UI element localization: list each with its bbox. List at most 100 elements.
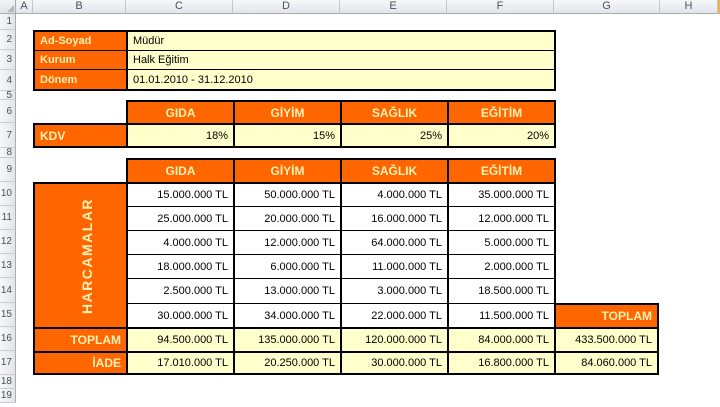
row-header-6[interactable]: 6 bbox=[0, 100, 16, 123]
kdv-category-header-SAĞLIK[interactable]: SAĞLIK bbox=[342, 102, 449, 123]
cell-toplam-SAĞLIK[interactable]: 120.000.000 TL bbox=[342, 329, 449, 351]
kdv-category-header-row: GIDA GİYİM SAĞLIK EĞİTİM bbox=[126, 100, 556, 123]
info-row: Dönem 01.01.2010 - 31.12.2010 bbox=[35, 70, 554, 89]
info-table: Ad-Soyad Müdür Kurum Halk Eğitim Dönem 0… bbox=[33, 30, 556, 91]
cell-expense-SAĞLIK-r4[interactable]: 11.000.000 TL bbox=[342, 255, 449, 278]
expense-row-1: 15.000.000 TL 50.000.000 TL 4.000.000 TL 35… bbox=[128, 184, 554, 207]
cell-toplam-GIDA[interactable]: 94.500.000 TL bbox=[128, 329, 235, 351]
row-header-17[interactable]: 17 bbox=[0, 351, 16, 375]
cell-expense-GIDA-r2[interactable]: 25.000.000 TL bbox=[128, 207, 235, 230]
grand-total-table: 433.500.000 TL 84.060.000 TL bbox=[554, 327, 659, 375]
info-row: Ad-Soyad Müdür bbox=[35, 32, 554, 51]
cell-kdv-rate-GİYİM[interactable]: 15% bbox=[235, 125, 342, 146]
cell-expense-GIDA-r5[interactable]: 2.500.000 TL bbox=[128, 279, 235, 303]
kdv-category-header-EĞİTİM[interactable]: EĞİTİM bbox=[449, 102, 554, 123]
row-header-16[interactable]: 16 bbox=[0, 327, 16, 351]
kdv-rate-row: KDV 18% 15% 25% 20% bbox=[33, 123, 556, 148]
cell-expense-EĞİTİM-r4[interactable]: 2.000.000 TL bbox=[449, 255, 554, 278]
expense-row-3: 4.000.000 TL 12.000.000 TL 64.000.000 TL 5.… bbox=[128, 231, 554, 255]
column-header-G[interactable]: G bbox=[554, 0, 660, 14]
row-header-10[interactable]: 10 bbox=[0, 182, 16, 206]
cell-harcamalar-merged[interactable]: HARCAMALAR bbox=[35, 184, 126, 329]
cell-toplam-label[interactable]: TOPLAM bbox=[35, 329, 126, 353]
expense-row-6: 30.000.000 TL 34.000.000 TL 22.000.000 TL 1… bbox=[128, 304, 554, 329]
row-header-1[interactable]: 1 bbox=[0, 14, 16, 30]
cell-grand-total-iade[interactable]: 84.060.000 TL bbox=[556, 353, 657, 373]
select-all-triangle-icon bbox=[7, 5, 14, 12]
cell-ad-soyad-label[interactable]: Ad-Soyad bbox=[35, 32, 128, 50]
select-all-corner[interactable] bbox=[0, 0, 16, 14]
kdv-category-header-GİYİM[interactable]: GİYİM bbox=[235, 102, 342, 123]
expense-row-2: 25.000.000 TL 20.000.000 TL 16.000.000 TL 1… bbox=[128, 207, 554, 231]
expense-table: HARCAMALAR TOPLAM İADE 15.000.000 TL 50.0… bbox=[33, 182, 556, 375]
cell-toplam-EĞİTİM[interactable]: 84.000.000 TL bbox=[449, 329, 554, 351]
cell-toplam-GİYİM[interactable]: 135.000.000 TL bbox=[235, 329, 342, 351]
cell-expense-SAĞLIK-r5[interactable]: 3.000.000 TL bbox=[342, 279, 449, 303]
cell-expense-GİYİM-r2[interactable]: 20.000.000 TL bbox=[235, 207, 342, 230]
cell-expense-EĞİTİM-r2[interactable]: 12.000.000 TL bbox=[449, 207, 554, 230]
column-header-B[interactable]: B bbox=[33, 0, 126, 14]
row-header-11[interactable]: 11 bbox=[0, 206, 16, 230]
cell-expense-GIDA-r6[interactable]: 30.000.000 TL bbox=[128, 304, 235, 327]
cell-kdv-label[interactable]: KDV bbox=[35, 125, 128, 146]
expense-label-column: HARCAMALAR TOPLAM İADE bbox=[35, 184, 128, 373]
cell-expense-GIDA-r3[interactable]: 4.000.000 TL bbox=[128, 231, 235, 254]
cell-expense-GİYİM-r4[interactable]: 6.000.000 TL bbox=[235, 255, 342, 278]
column-header-F[interactable]: F bbox=[447, 0, 554, 14]
cell-ad-soyad-value[interactable]: Müdür bbox=[128, 32, 554, 50]
expense-category-header-GİYİM[interactable]: GİYİM bbox=[235, 160, 342, 182]
cell-iade-EĞİTİM[interactable]: 16.800.000 TL bbox=[449, 353, 554, 373]
cell-grand-total-toplam[interactable]: 433.500.000 TL bbox=[556, 329, 657, 353]
cell-expense-EĞİTİM-r6[interactable]: 11.500.000 TL bbox=[449, 304, 554, 327]
row-header-19[interactable]: 19 bbox=[0, 389, 16, 403]
row-header-18[interactable]: 18 bbox=[0, 375, 16, 389]
row-header-8[interactable]: 8 bbox=[0, 148, 16, 158]
cell-iade-GIDA[interactable]: 17.010.000 TL bbox=[128, 353, 235, 373]
column-header-H[interactable]: H bbox=[660, 0, 718, 14]
row-header-2[interactable]: 2 bbox=[0, 30, 16, 50]
cell-iade-label[interactable]: İADE bbox=[35, 353, 126, 373]
cell-donem-value[interactable]: 01.01.2010 - 31.12.2010 bbox=[128, 70, 554, 89]
row-header-13[interactable]: 13 bbox=[0, 254, 16, 278]
cell-grand-total-header[interactable]: TOPLAM bbox=[554, 303, 659, 327]
row-header-5[interactable]: 5 bbox=[0, 91, 16, 100]
row-header-4[interactable]: 4 bbox=[0, 70, 16, 91]
cell-expense-GİYİM-r3[interactable]: 12.000.000 TL bbox=[235, 231, 342, 254]
cell-expense-SAĞLIK-r6[interactable]: 22.000.000 TL bbox=[342, 304, 449, 327]
cell-donem-label[interactable]: Dönem bbox=[35, 70, 128, 89]
expense-category-header-GIDA[interactable]: GIDA bbox=[128, 160, 235, 182]
column-header-A[interactable]: A bbox=[16, 0, 33, 14]
cell-expense-SAĞLIK-r3[interactable]: 64.000.000 TL bbox=[342, 231, 449, 254]
cell-expense-GIDA-r1[interactable]: 15.000.000 TL bbox=[128, 184, 235, 206]
row-header-3[interactable]: 3 bbox=[0, 50, 16, 70]
column-header-C[interactable]: C bbox=[126, 0, 233, 14]
cell-iade-GİYİM[interactable]: 20.250.000 TL bbox=[235, 353, 342, 373]
row-header-12[interactable]: 12 bbox=[0, 230, 16, 254]
cell-expense-EĞİTİM-r1[interactable]: 35.000.000 TL bbox=[449, 184, 554, 206]
cell-expense-GIDA-r4[interactable]: 18.000.000 TL bbox=[128, 255, 235, 278]
cell-expense-EĞİTİM-r5[interactable]: 18.500.000 TL bbox=[449, 279, 554, 303]
iade-row: 17.010.000 TL 20.250.000 TL 30.000.000 TL 1… bbox=[128, 353, 554, 373]
cell-expense-GİYİM-r5[interactable]: 13.000.000 TL bbox=[235, 279, 342, 303]
kdv-category-header-GIDA[interactable]: GIDA bbox=[128, 102, 235, 123]
cell-expense-GİYİM-r1[interactable]: 50.000.000 TL bbox=[235, 184, 342, 206]
expense-row-4: 18.000.000 TL 6.000.000 TL 11.000.000 TL 2.… bbox=[128, 255, 554, 279]
row-header-15[interactable]: 15 bbox=[0, 303, 16, 327]
cell-iade-SAĞLIK[interactable]: 30.000.000 TL bbox=[342, 353, 449, 373]
row-header-14[interactable]: 14 bbox=[0, 278, 16, 303]
row-header-9[interactable]: 9 bbox=[0, 158, 16, 182]
cell-kurum-label[interactable]: Kurum bbox=[35, 51, 128, 69]
cell-expense-SAĞLIK-r1[interactable]: 4.000.000 TL bbox=[342, 184, 449, 206]
cell-kdv-rate-GIDA[interactable]: 18% bbox=[128, 125, 235, 146]
cell-kdv-rate-SAĞLIK[interactable]: 25% bbox=[342, 125, 449, 146]
cell-expense-SAĞLIK-r2[interactable]: 16.000.000 TL bbox=[342, 207, 449, 230]
expense-category-header-SAĞLIK[interactable]: SAĞLIK bbox=[342, 160, 449, 182]
column-header-D[interactable]: D bbox=[233, 0, 340, 14]
cell-kurum-value[interactable]: Halk Eğitim bbox=[128, 51, 554, 69]
cell-expense-GİYİM-r6[interactable]: 34.000.000 TL bbox=[235, 304, 342, 327]
row-header-7[interactable]: 7 bbox=[0, 123, 16, 148]
column-header-E[interactable]: E bbox=[340, 0, 447, 14]
cell-expense-EĞİTİM-r3[interactable]: 5.000.000 TL bbox=[449, 231, 554, 254]
expense-category-header-EĞİTİM[interactable]: EĞİTİM bbox=[449, 160, 554, 182]
cell-kdv-rate-EĞİTİM[interactable]: 20% bbox=[449, 125, 554, 146]
